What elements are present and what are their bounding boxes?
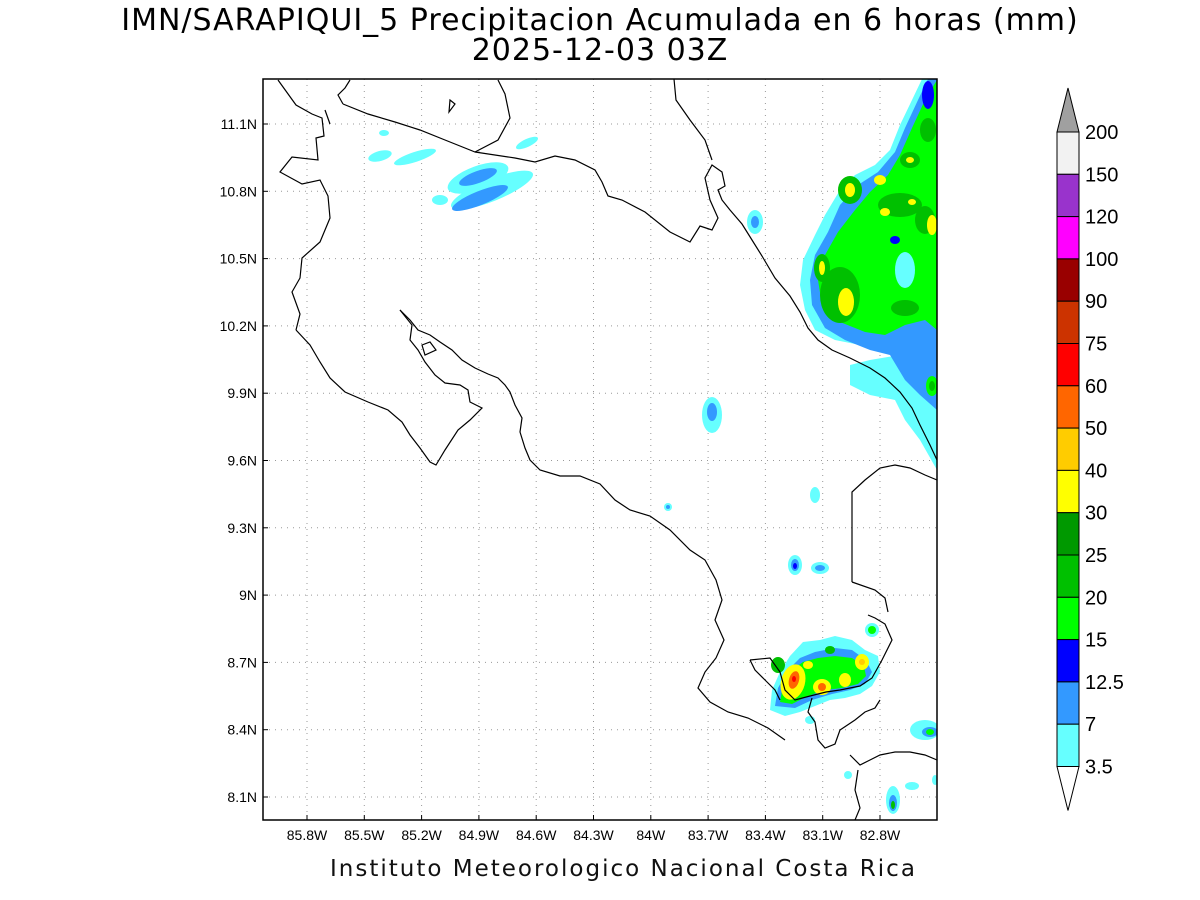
longitude-tick-label: 85.8W (287, 827, 328, 843)
longitude-axis: 85.8W 85.5W 85.2W 84.9W 84.6W 84.3W 84W 83.7W 83… (287, 815, 901, 843)
longitude-tick-label: 84.3W (573, 827, 614, 843)
longitude-tick-label: 84.9W (459, 827, 500, 843)
colorbar-label: 30 (1085, 503, 1107, 525)
colorbar: 200 150 120 100 90 75 60 50 40 30 25 20 15 12.5 7 3.5 (1056, 87, 1124, 811)
colorbar-label: 15 (1085, 630, 1107, 652)
longitude-tick-label: 83.1W (802, 827, 843, 843)
precip-fields (368, 79, 937, 814)
colorbar-swatch (1056, 596, 1080, 641)
colorbar-swatch (1056, 512, 1080, 556)
map-frame (262, 78, 938, 821)
colorbar-label: 40 (1085, 460, 1107, 482)
colorbar-label: 150 (1085, 164, 1118, 186)
colorbar-label: 100 (1085, 249, 1118, 271)
map-valid-time: 2025-12-03 03Z (471, 33, 729, 68)
colorbar-swatch (1056, 554, 1080, 598)
colorbar-swatch (1056, 173, 1080, 218)
latitude-tick-label: 10.2N (220, 318, 257, 334)
colorbar-swatch (1056, 300, 1080, 345)
latitude-tick-label: 11.1N (221, 116, 257, 132)
latitude-axis: 11.1N 10.8N 10.5N 10.2N 9.9N 9.6N 9.3N 9N 8.7N 8.… (220, 116, 268, 805)
colorbar-label: 3.5 (1085, 757, 1113, 779)
colorbar-swatch (1056, 427, 1080, 471)
colorbar-label: 200 (1085, 122, 1118, 144)
colorbar-label: 75 (1085, 334, 1107, 356)
longitude-tick-label: 85.5W (344, 827, 385, 843)
latitude-tick-label: 8.4N (227, 722, 257, 738)
colorbar-swatch (1056, 216, 1080, 260)
colorbar-swatch (1056, 639, 1080, 683)
longitude-tick-label: 83.7W (688, 827, 729, 843)
map-grid (263, 79, 937, 820)
colorbar-swatch (1056, 723, 1080, 768)
colorbar-swatch (1056, 258, 1080, 302)
longitude-tick-label: 85.2W (401, 827, 442, 843)
colorbar-label: 25 (1085, 545, 1107, 567)
colorbar-swatch (1056, 343, 1080, 387)
colorbar-swatch (1056, 681, 1080, 725)
latitude-tick-label: 9.6N (227, 453, 257, 469)
latitude-tick-label: 9.3N (227, 520, 257, 536)
latitude-tick-label: 10.5N (220, 251, 257, 267)
colorbar-swatch (1056, 385, 1080, 429)
map-title: IMN/SARAPIQUI_5 Precipitacion Acumulada … (121, 3, 1079, 38)
longitude-tick-label: 83.4W (745, 827, 786, 843)
colorbar-label: 90 (1085, 291, 1107, 313)
colorbar-swatch (1056, 469, 1080, 514)
colorbar-label: 120 (1085, 207, 1118, 229)
colorbar-label: 50 (1085, 418, 1107, 440)
longitude-tick-label: 82.8W (860, 827, 901, 843)
colorbar-swatch (1056, 131, 1080, 175)
latitude-tick-label: 10.8N (220, 183, 257, 199)
colorbar-over-triangle (1056, 87, 1080, 133)
longitude-tick-label: 84.6W (516, 827, 557, 843)
latitude-tick-label: 9N (239, 587, 257, 603)
colorbar-label: 20 (1085, 587, 1107, 609)
colorbar-under-triangle (1056, 766, 1080, 811)
latitude-tick-label: 8.7N (227, 654, 257, 670)
footer-credit: Instituto Meteorologico Nacional Costa R… (330, 856, 917, 882)
coastlines (277, 79, 937, 820)
latitude-tick-label: 9.9N (227, 385, 257, 401)
colorbar-label: 60 (1085, 376, 1107, 398)
longitude-tick-label: 84W (636, 827, 666, 843)
colorbar-label: 7 (1085, 714, 1096, 736)
latitude-tick-label: 8.1N (227, 789, 257, 805)
colorbar-label: 12.5 (1085, 672, 1124, 694)
